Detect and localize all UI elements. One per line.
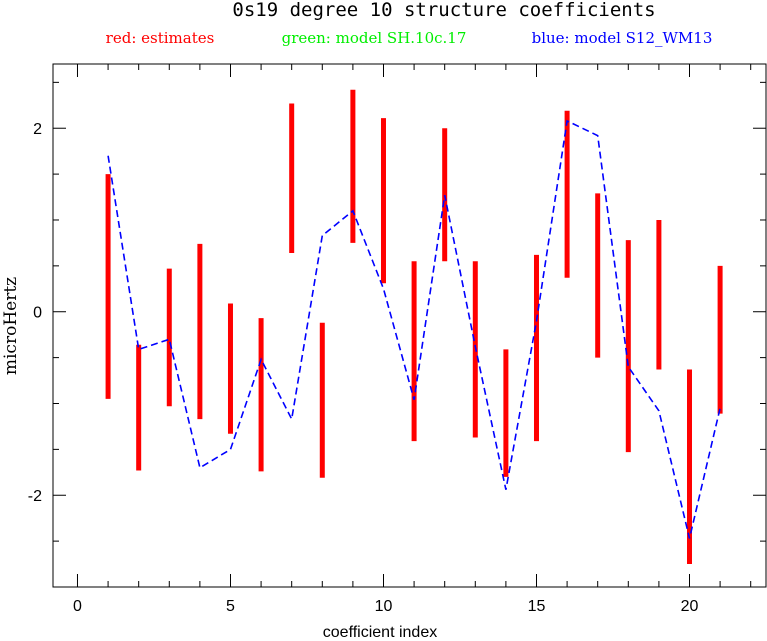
x-tick-label: 20 (681, 598, 699, 615)
y-axis-label: microHertz (1, 277, 21, 375)
x-tick-label: 0 (73, 598, 82, 615)
x-tick-label: 10 (375, 598, 393, 615)
x-tick-label: 5 (226, 598, 235, 615)
x-tick-label: 15 (528, 598, 546, 615)
y-tick-label: 0 (33, 305, 42, 322)
plot-frame (52, 63, 767, 588)
model-s12-line (107, 119, 721, 539)
model-series (107, 119, 721, 539)
legend-entry-estimates: red: estimates (106, 29, 215, 47)
x-axis-label: coefficient index (323, 624, 437, 641)
axis-ticks (53, 64, 766, 588)
legend-entry-model-s12: blue: model S12_WM13 (532, 29, 713, 47)
legend-entry-model-sh: green: model SH.10c.17 (282, 29, 467, 47)
legend: red: estimates green: model SH.10c.17 bl… (106, 29, 713, 47)
axis-tick-labels: 0 5 10 15 20 -2 0 2 (28, 121, 699, 615)
y-tick-label: -2 (28, 488, 42, 505)
y-tick-label: 2 (33, 121, 42, 138)
chart-title: 0s19 degree 10 structure coefficients (232, 0, 655, 21)
estimates-series (105, 89, 723, 565)
